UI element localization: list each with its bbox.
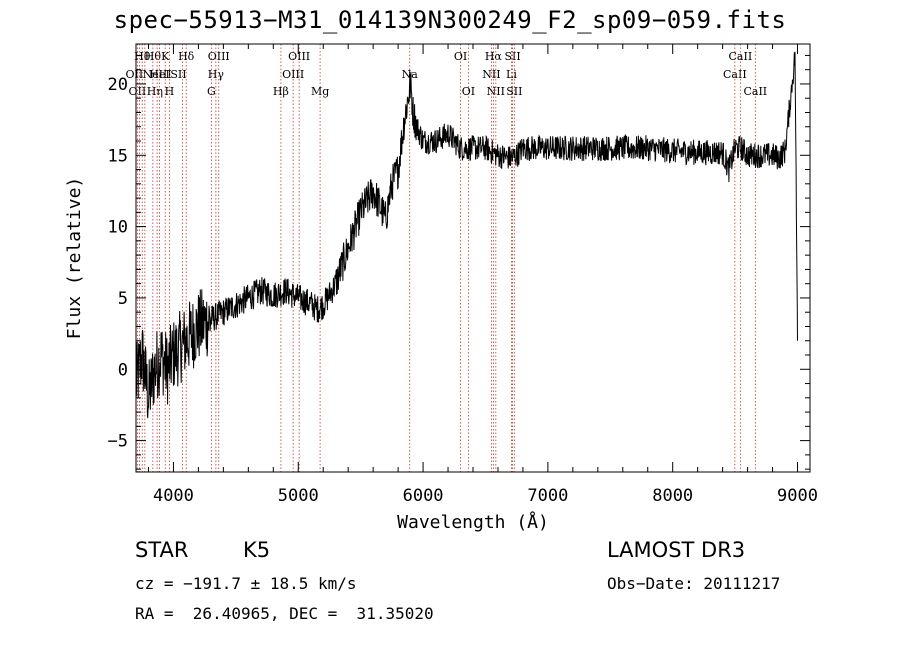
line-label: OII bbox=[129, 85, 147, 98]
x-tick-label: 5000 bbox=[278, 486, 319, 506]
line-label: NII bbox=[487, 85, 505, 98]
series-group bbox=[135, 51, 798, 419]
line-label: K bbox=[161, 50, 170, 63]
line-label: Mg bbox=[311, 85, 329, 98]
y-tick-label: 0 bbox=[118, 360, 128, 380]
object-class: STAR bbox=[135, 538, 189, 562]
plot-frame bbox=[135, 43, 811, 473]
line-label: Hα bbox=[485, 50, 503, 63]
line-label: OII bbox=[126, 68, 144, 81]
x-axis-label: Wavelength (Å) bbox=[397, 511, 549, 533]
y-tick-label: −5 bbox=[108, 432, 128, 452]
line-label: CaII bbox=[743, 85, 767, 98]
line-label: CaII bbox=[723, 68, 747, 81]
line-label: OI bbox=[454, 50, 467, 63]
line-label: H bbox=[165, 85, 175, 98]
axes-group bbox=[135, 43, 811, 473]
line-label: G bbox=[207, 85, 216, 98]
y-tick-label: 15 bbox=[108, 146, 128, 166]
axis-text-group: 4000 5000 6000 7000 8000 9000 −5 0 5 10 15 20 Wavele… bbox=[64, 75, 818, 533]
line-label: Hθ bbox=[134, 50, 151, 63]
line-label: Hη bbox=[147, 85, 163, 98]
line-label: OIII bbox=[282, 68, 304, 81]
line-label: Hδ bbox=[178, 50, 195, 63]
x-tick-label: 7000 bbox=[527, 486, 568, 506]
spectrum-line bbox=[135, 51, 798, 419]
x-tick-label: 6000 bbox=[403, 486, 444, 506]
survey-name: LAMOST DR3 bbox=[607, 538, 746, 562]
line-label: Hβ bbox=[273, 85, 289, 98]
emission-line-markers: OIIOIIHθHηHθNeIIIHeIKHSIIHδGHγOIIIHβOIII… bbox=[126, 44, 767, 472]
chart-title: spec−55913−M31_014139N300249_F2_sp09−059… bbox=[113, 6, 787, 34]
line-label: SII bbox=[170, 68, 186, 81]
x-tick-label: 8000 bbox=[652, 486, 693, 506]
line-label: NeIII bbox=[143, 68, 172, 81]
line-label: Hθ bbox=[145, 50, 162, 63]
y-tick-label: 10 bbox=[108, 218, 128, 238]
observation-date: Obs−Date: 20111217 bbox=[607, 574, 781, 593]
y-axis-label: Flux (relative) bbox=[64, 177, 85, 340]
object-subclass: K5 bbox=[243, 538, 271, 562]
line-label: OIII bbox=[208, 50, 230, 63]
ra-dec: RA = 26.40965, DEC = 31.35020 bbox=[135, 604, 434, 623]
redshift-cz: cz = −191.7 ± 18.5 km/s bbox=[135, 574, 357, 593]
line-label: SII bbox=[506, 85, 522, 98]
line-label: OIII bbox=[288, 50, 310, 63]
line-label: CaII bbox=[729, 50, 753, 63]
line-label: Li bbox=[506, 68, 517, 81]
x-tick-label: 4000 bbox=[153, 486, 194, 506]
line-label: Hγ bbox=[208, 68, 225, 81]
line-label: SII bbox=[504, 50, 520, 63]
line-label: HeI bbox=[149, 68, 169, 81]
line-label: NII bbox=[482, 68, 500, 81]
line-label: OI bbox=[462, 85, 475, 98]
y-tick-label: 20 bbox=[108, 75, 128, 95]
y-tick-label: 5 bbox=[118, 289, 128, 309]
x-tick-label: 9000 bbox=[777, 486, 818, 506]
